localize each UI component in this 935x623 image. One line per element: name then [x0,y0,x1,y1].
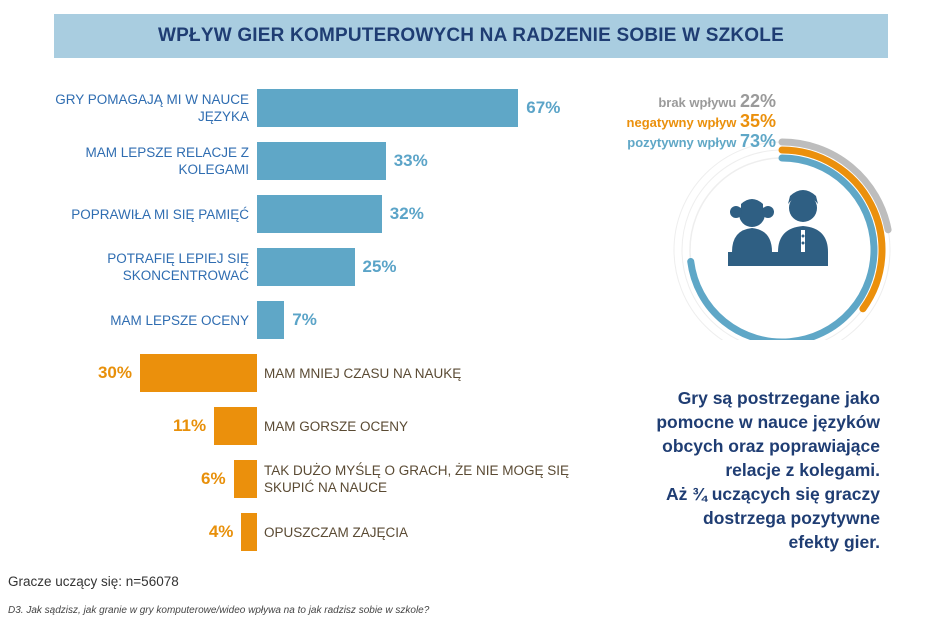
students-icon [728,190,828,266]
bar-0 [257,89,519,127]
summary-text: Gry są postrzegane jako pomocne w nauce … [590,386,880,554]
summary-line: obcych oraz poprawiające [662,436,880,456]
arc-1 [778,146,886,313]
category-label: MAM GORSZE OCENY [264,418,409,434]
category-label: POPRAWIŁA MI SIĘ PAMIĘĆ [71,206,249,222]
legend-entry: negatywny wpływ 35% [627,111,776,131]
summary-line: efekty gier. [788,532,880,552]
value-label: 11% [173,416,207,435]
summary-line: Gry są postrzegane jako [677,388,880,408]
summary-line: Aż ¾ uczących się graczy [666,484,880,504]
title-bar: WPŁYW GIER KOMPUTEROWYCH NA RADZENIE SOB… [54,14,888,58]
arc-2 [687,154,878,346]
value-label: 4% [208,522,234,541]
summary-line: pomocne w nauce języków [656,412,880,432]
category-label: MAM LEPSZE RELACJE Z KOLEGAMI [85,145,249,177]
question-note: D3. Jak sądzisz, jak granie w gry komput… [8,605,430,616]
category-label: MAM MNIEJ CZASU NA NAUKĘ [264,365,462,381]
category-label: OPUSZCZAM ZAJĘCIA [264,524,409,540]
bar-1 [257,142,386,180]
donut-svg: brak wpływu 22%negatywny wpływ 35%pozyty… [627,91,892,359]
bar-2 [257,195,382,233]
page-title: WPŁYW GIER KOMPUTEROWYCH NA RADZENIE SOB… [158,25,784,46]
value-label: 30% [97,363,132,382]
value-label: 6% [201,469,226,488]
donut-chart: brak wpływu 22% negatywny wpływ 35% pozyty… [600,80,900,359]
bar-8 [241,513,257,551]
value-label: 33% [393,151,428,170]
sample-note: Gracze uczący się: n=56078 [8,574,179,589]
bar-7 [233,460,257,498]
value-label: 25% [362,257,397,276]
summary-line: relacje z kolegami. [725,460,880,480]
category-label: TAK DUŻO MYŚLĘ O GRACH, ŻE NIE MOGĘ SIĘ S… [264,463,570,495]
bar-5 [140,354,257,392]
bar-3 [257,248,355,286]
legend-entry: brak wpływu 22% [658,91,776,111]
bar-6 [214,407,257,445]
legend-entry: pozytywny wpływ 73% [627,131,776,151]
category-label: MAM LEPSZE OCENY [110,312,249,328]
bar-4 [257,301,285,339]
arc-0 [778,138,892,234]
value-label: 67% [526,98,561,117]
category-label: POTRAFIĘ LEPIEJ SIĘ SKONCENTROWAĆ [107,251,249,283]
summary-line: dostrzega pozytywne [703,508,880,528]
value-label: 32% [389,204,424,223]
value-label: 7% [292,310,317,329]
category-label: GRY POMAGAJĄ MI W NAUCE JĘZYKA [55,92,249,124]
